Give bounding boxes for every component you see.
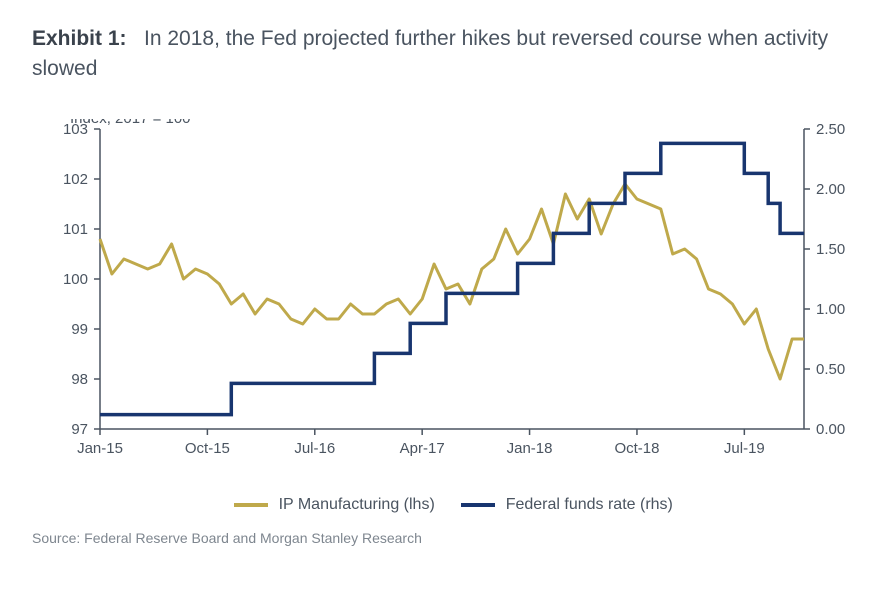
x-tick-label: Jan-15 — [77, 440, 123, 457]
line-chart: Index, 2017 = 100%9798991001011021030.00… — [32, 119, 852, 479]
y-left-tick-label: 99 — [71, 321, 88, 338]
legend: IP Manufacturing (lhs) Federal funds rat… — [32, 496, 853, 514]
y-right-tick-label: 1.00 — [816, 301, 845, 318]
series-ip-manufacturing — [100, 184, 804, 379]
legend-label-ffr: Federal funds rate (rhs) — [506, 496, 673, 513]
y-left-axis-label: Index, 2017 = 100 — [70, 119, 191, 127]
exhibit-container: Exhibit 1: In 2018, the Fed projected fu… — [0, 0, 885, 606]
y-left-tick-label: 98 — [71, 371, 88, 388]
x-tick-label: Jul-16 — [294, 440, 335, 457]
y-right-tick-label: 2.50 — [816, 121, 845, 138]
legend-swatch-ip — [234, 503, 268, 507]
exhibit-label: Exhibit 1: — [32, 27, 127, 50]
exhibit-title: Exhibit 1: In 2018, the Fed projected fu… — [32, 24, 853, 85]
x-tick-label: Jan-18 — [507, 440, 553, 457]
exhibit-title-text: In 2018, the Fed projected further hikes… — [32, 27, 828, 80]
y-left-tick-label: 101 — [63, 221, 88, 238]
legend-swatch-ffr — [461, 503, 495, 507]
y-left-tick-label: 102 — [63, 171, 88, 188]
y-left-tick-label: 103 — [63, 121, 88, 138]
chart-area: Index, 2017 = 100%9798991001011021030.00… — [32, 119, 853, 484]
y-left-tick-label: 97 — [71, 421, 88, 438]
y-right-tick-label: 2.00 — [816, 181, 845, 198]
y-right-tick-label: 1.50 — [816, 241, 845, 258]
x-tick-label: Jul-19 — [724, 440, 765, 457]
y-left-tick-label: 100 — [63, 271, 88, 288]
source-line: Source: Federal Reserve Board and Morgan… — [32, 530, 853, 546]
y-right-tick-label: 0.50 — [816, 361, 845, 378]
series-fed-funds-rate — [100, 143, 804, 414]
x-tick-label: Oct-18 — [614, 440, 659, 457]
legend-label-ip: IP Manufacturing (lhs) — [279, 496, 435, 513]
y-right-tick-label: 0.00 — [816, 421, 845, 438]
x-tick-label: Oct-15 — [185, 440, 230, 457]
x-tick-label: Apr-17 — [400, 440, 445, 457]
